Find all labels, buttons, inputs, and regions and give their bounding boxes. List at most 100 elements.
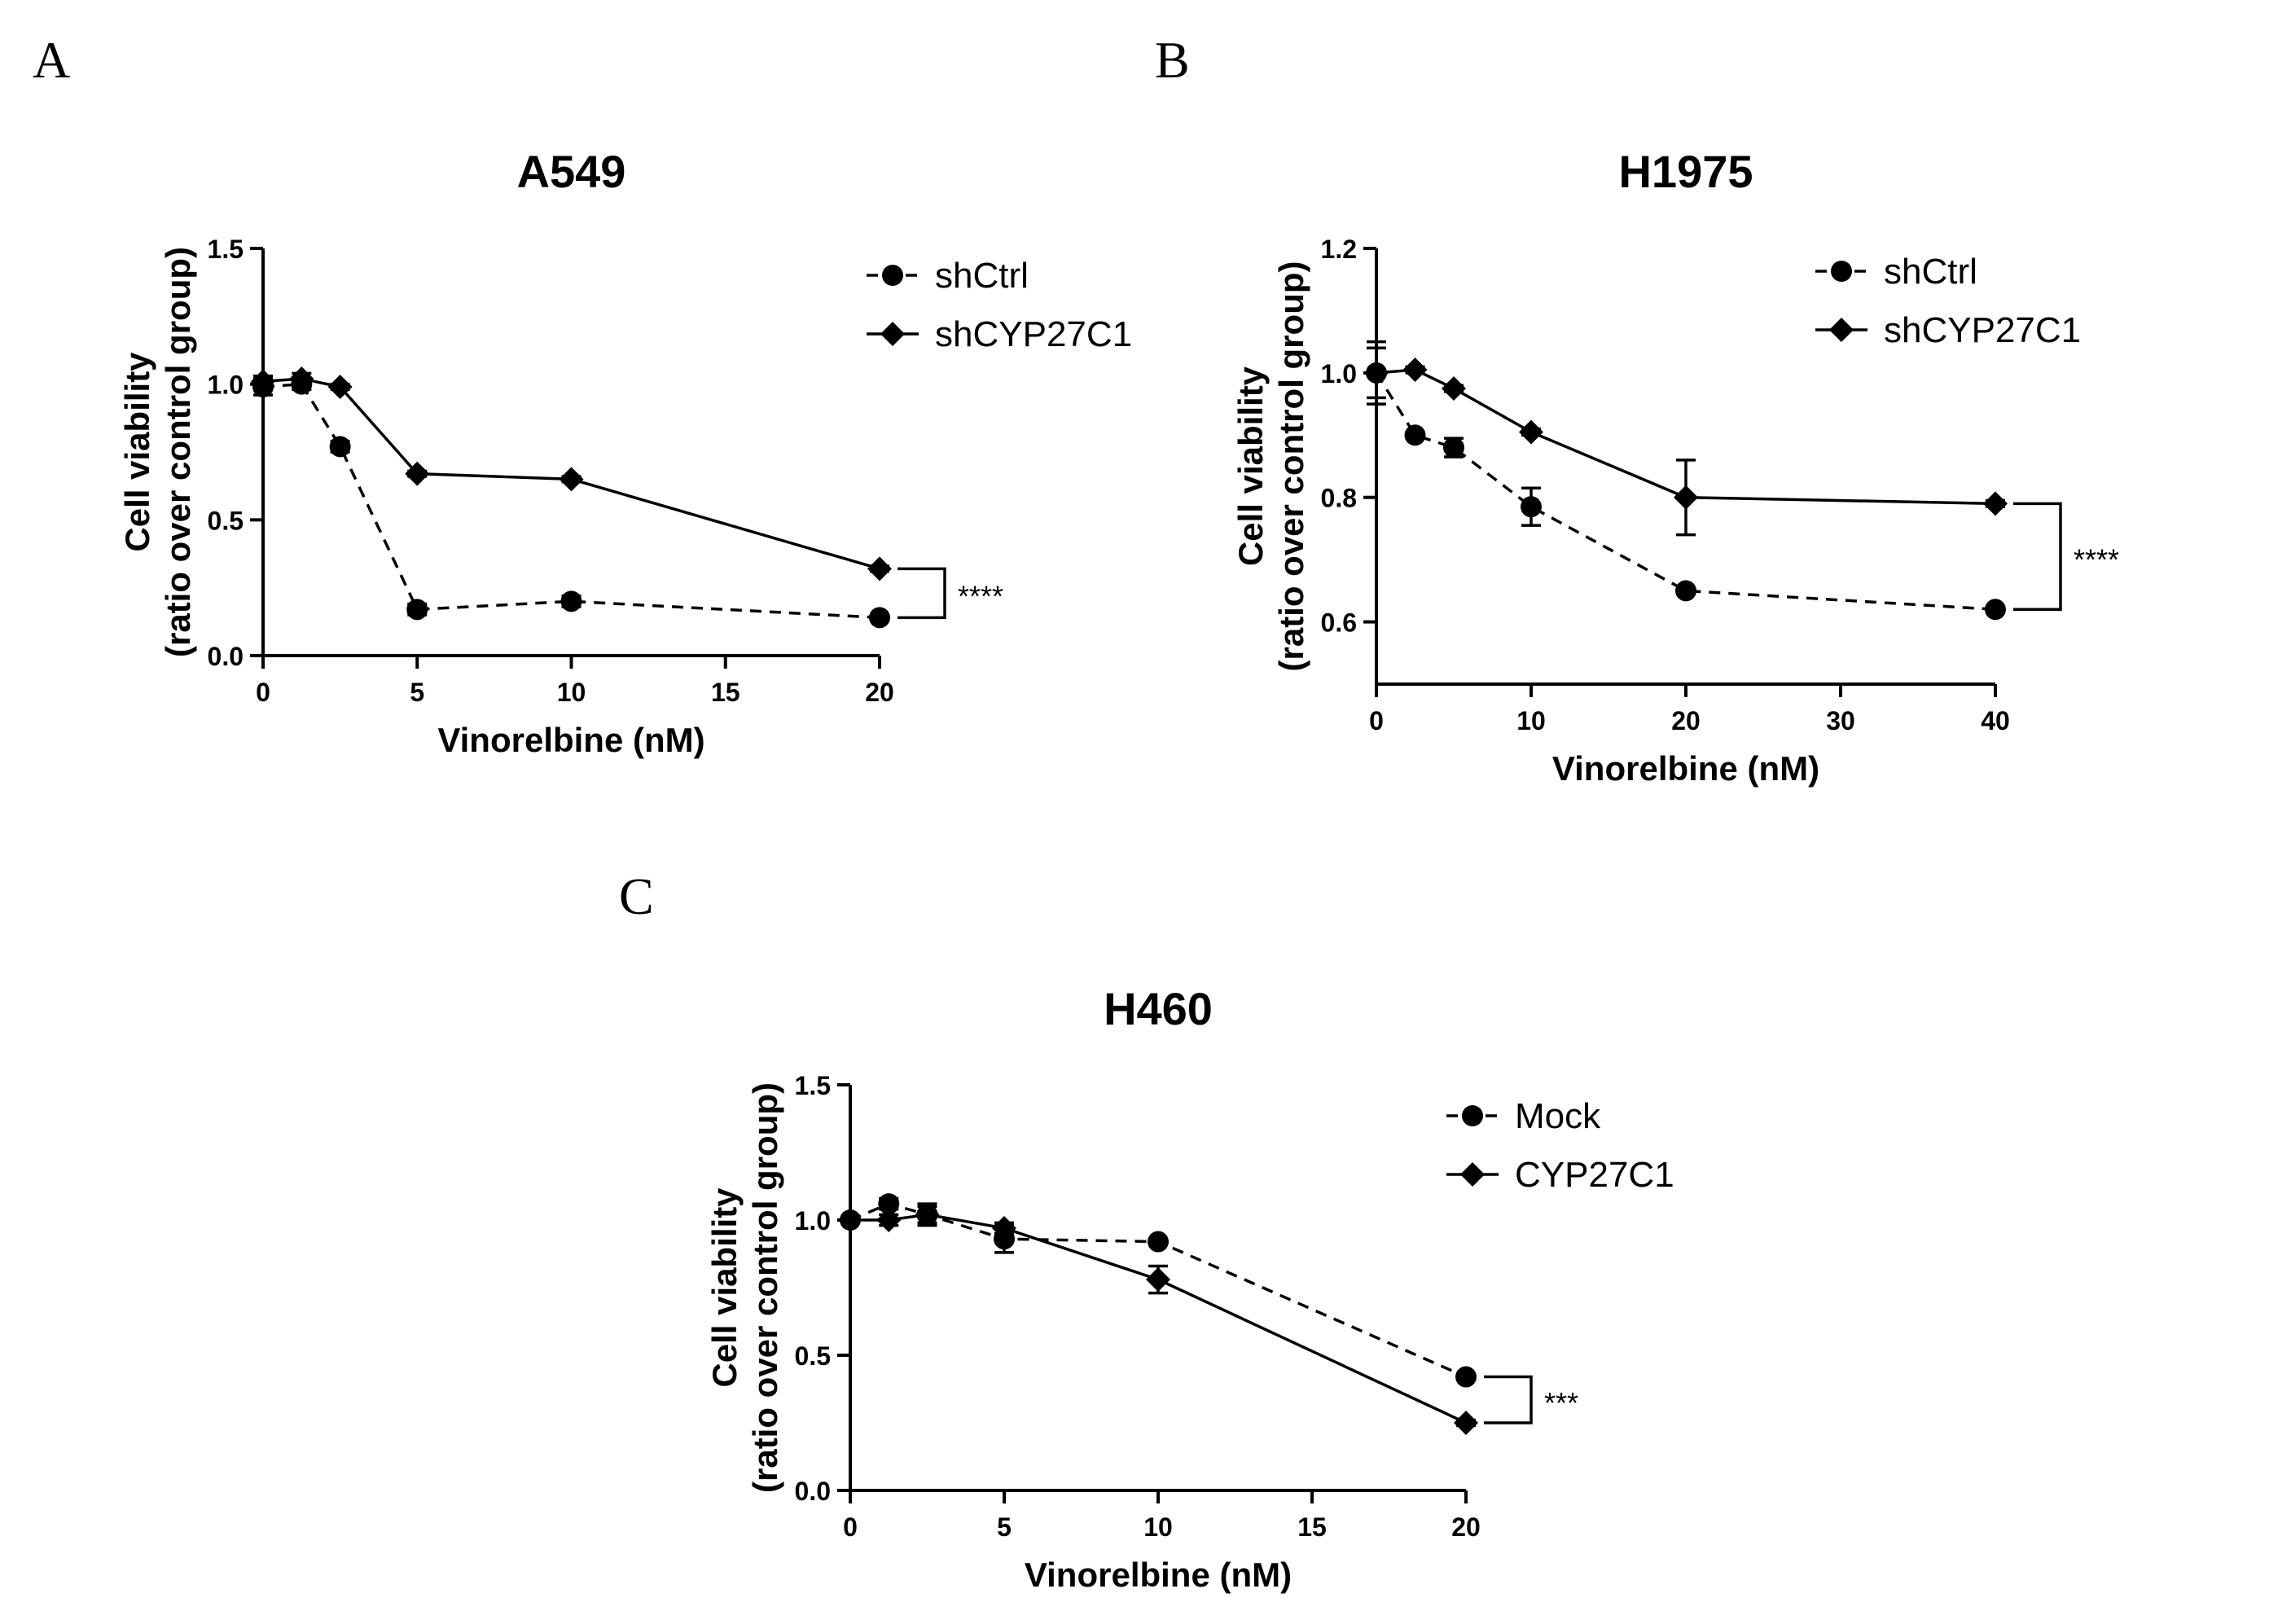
data-point: [1442, 375, 1466, 401]
chart-a549: A549 0 5 10 15 20 0.0 0.5 1.0 1.5 Vinorelbine (nM)…: [118, 146, 1132, 759]
y-tick-label: 1.0: [208, 371, 244, 400]
data-point: [1675, 580, 1696, 602]
significance-label: ****: [958, 579, 1003, 612]
chart-h1975: H1975 0 10 20 30 40 0.6 0.8 1.0 1.2 Vinorelbine (n…: [1231, 146, 2119, 788]
x-tick-label: 20: [1671, 706, 1701, 735]
data-point: [1404, 424, 1426, 446]
legend-marker: [880, 322, 905, 346]
chart-h460: H460 0 5 10 15 20 0.0 0.5 1.0 1.5 Vinorelbine (nM)…: [705, 983, 1674, 1594]
data-point: [878, 1193, 900, 1215]
legend-label: shCtrl: [935, 256, 1029, 296]
data-point: [1983, 491, 2008, 516]
significance-label: ***: [1544, 1386, 1578, 1420]
y-tick-label: 0.6: [1321, 608, 1357, 638]
y-axis-label-line1: Cell viability: [705, 1187, 744, 1388]
x-tick-label: 10: [1143, 1512, 1173, 1542]
x-tick-label: 0: [1369, 706, 1384, 735]
x-tick-label: 0: [256, 678, 270, 707]
y-tick-label: 0.5: [208, 506, 244, 535]
legend-marker: [1460, 1162, 1485, 1187]
legend-item: shCtrl: [1815, 252, 1977, 292]
legend-item: shCYP27C1: [867, 314, 1132, 354]
data-point: [876, 1208, 902, 1232]
significance-label: ****: [2074, 542, 2119, 576]
x-axis-label: Vinorelbine (nM): [437, 721, 704, 759]
significance-bracket: [1484, 1375, 1533, 1424]
x-tick-label: 0: [843, 1512, 858, 1542]
data-point: [1364, 360, 1389, 385]
data-point: [915, 1202, 940, 1227]
panel-letter-c: C: [619, 867, 654, 925]
data-point: [327, 375, 353, 399]
legend-label: shCtrl: [1884, 252, 1977, 292]
y-axis-label-line1: Cell viability: [118, 352, 156, 552]
y-tick-label: 0.0: [208, 642, 244, 671]
legend-marker: [882, 265, 903, 286]
data-point: [405, 461, 430, 486]
y-tick-label: 1.0: [795, 1206, 831, 1236]
data-point: [838, 1208, 862, 1232]
data-point: [1454, 1411, 1478, 1435]
chart-title: A549: [517, 146, 626, 197]
legend-item: shCYP27C1: [1815, 310, 2081, 350]
data-point: [869, 607, 890, 629]
data-point: [1402, 358, 1428, 383]
series-line: [849, 1202, 1467, 1379]
legend-marker: [1829, 318, 1854, 342]
y-axis-label-line2: (ratio over control group): [159, 247, 197, 657]
series-shcyp27c1: [1364, 346, 2008, 537]
panel-letter-a: A: [33, 31, 70, 89]
panel-letter-b: B: [1155, 31, 1190, 89]
data-point: [1443, 437, 1464, 459]
legend-label: shCYP27C1: [935, 314, 1132, 354]
data-point: [406, 599, 428, 621]
x-tick-label: 5: [410, 678, 424, 707]
significance-bracket: [898, 567, 946, 620]
legend-item: shCtrl: [867, 256, 1029, 296]
x-tick-label: 15: [1297, 1512, 1327, 1542]
y-axis-label-line1: Cell viability: [1231, 366, 1270, 566]
legend-marker: [1462, 1105, 1483, 1126]
chart-title: H460: [1104, 983, 1213, 1034]
data-point: [560, 590, 582, 612]
legend-label: Mock: [1515, 1096, 1601, 1136]
significance-bracket: [2013, 502, 2062, 612]
x-tick-label: 10: [557, 678, 586, 707]
data-point: [1674, 485, 1698, 510]
legend-marker: [1831, 261, 1852, 282]
legend-item: CYP27C1: [1446, 1155, 1674, 1195]
x-tick-label: 10: [1516, 706, 1546, 735]
data-point: [1455, 1366, 1477, 1388]
series-line: [1375, 371, 1996, 612]
data-point: [1146, 1267, 1170, 1293]
y-tick-label: 1.5: [208, 235, 244, 264]
data-point: [867, 556, 892, 582]
data-point: [251, 369, 275, 394]
data-point: [1985, 599, 2006, 621]
x-axis-label: Vinorelbine (nM): [1025, 1556, 1292, 1594]
data-point: [289, 366, 314, 391]
x-tick-label: 5: [997, 1512, 1012, 1542]
series-shctrl: [252, 373, 890, 629]
x-axis-label: Vinorelbine (nM): [1552, 749, 1819, 788]
legend-item: Mock: [1446, 1096, 1601, 1136]
data-point: [1521, 496, 1542, 518]
y-axis-label-line2: (ratio over control group): [746, 1082, 784, 1493]
x-tick-label: 15: [711, 678, 740, 707]
series-shcyp27c1: [251, 366, 892, 582]
x-tick-label: 30: [1826, 706, 1855, 735]
x-tick-label: 20: [865, 678, 894, 707]
series-line: [262, 382, 880, 620]
y-tick-label: 1.0: [1321, 359, 1357, 388]
chart-title: H1975: [1618, 146, 1753, 197]
data-point: [1519, 419, 1543, 445]
y-tick-label: 0.5: [795, 1341, 831, 1371]
data-point: [559, 467, 584, 492]
legend-label: shCYP27C1: [1884, 310, 2081, 350]
y-tick-label: 0.8: [1321, 484, 1357, 513]
data-point: [992, 1215, 1016, 1240]
x-tick-label: 40: [1981, 706, 2010, 735]
y-axis-label-line2: (ratio over control group): [1272, 261, 1310, 672]
y-tick-label: 1.2: [1321, 235, 1357, 264]
